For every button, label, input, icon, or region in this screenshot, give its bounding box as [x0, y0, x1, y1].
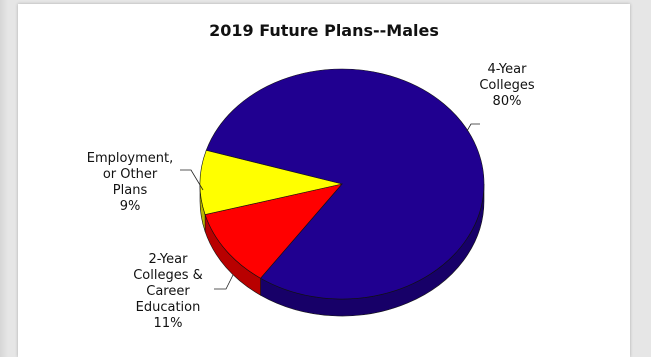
slice-label: 4-Year Colleges 80%	[479, 62, 535, 109]
label-leader-line	[180, 169, 204, 191]
slice-label: 2-Year Colleges & Career Education 11%	[133, 252, 203, 331]
pie-slice	[199, 150, 343, 215]
pie-chart: 4-Year Colleges 80% 2-Year Colleges & Career E…	[87, 62, 535, 331]
slice-label: Employment, or Other Plans 9%	[87, 151, 174, 214]
label-leader-line	[214, 274, 234, 290]
label-leader-line	[466, 123, 480, 132]
chart-title: 2019 Future Plans--Males	[209, 21, 439, 40]
pie-slice	[205, 68, 485, 300]
pie-slice	[204, 183, 343, 279]
chart-panel: 2019 Future Plans--Males 4-Year Colleges 8…	[18, 4, 630, 357]
